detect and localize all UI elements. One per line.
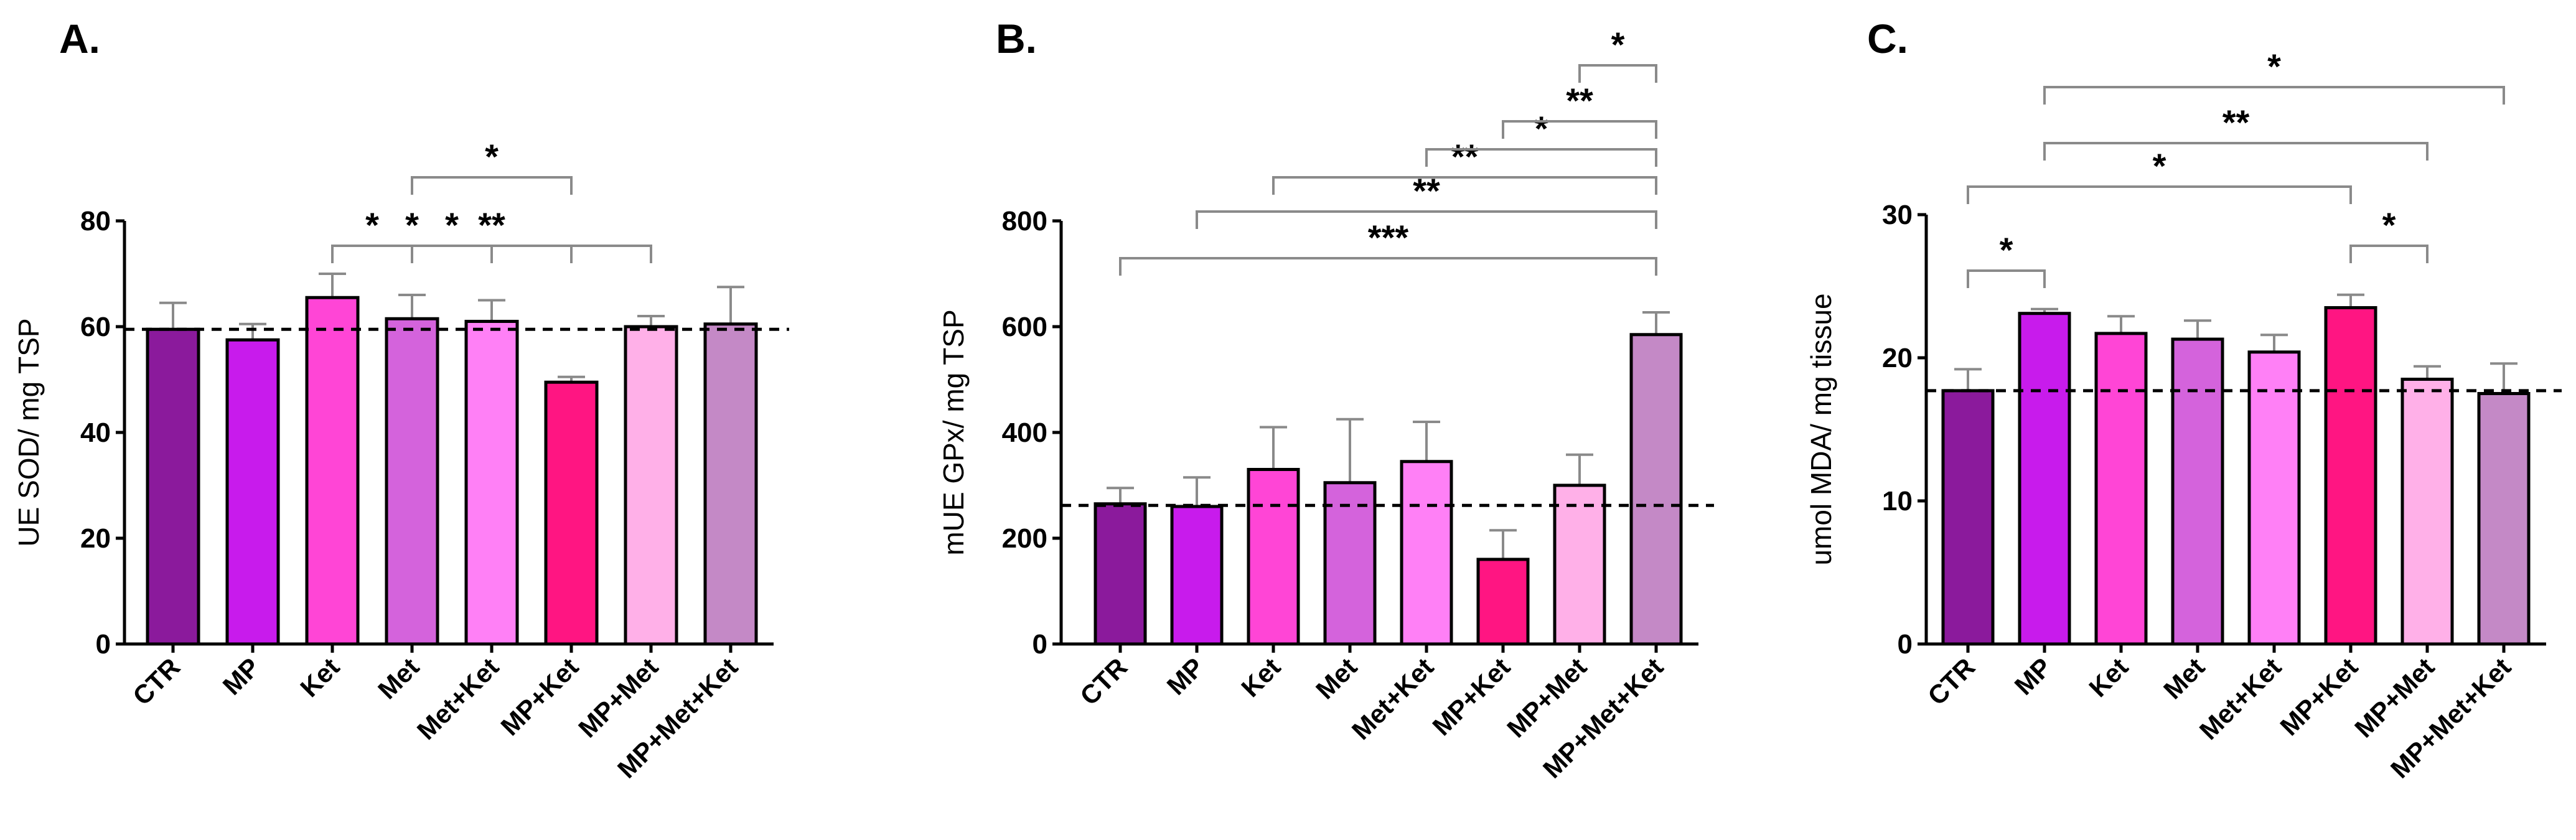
significance-bracket — [411, 176, 573, 195]
significance-bracket — [331, 245, 413, 263]
significance-bracket — [1502, 120, 1657, 139]
significance-stars: * — [2153, 146, 2166, 185]
x-tick-label: Met+Ket — [2194, 652, 2287, 745]
y-tick-label: 800 — [1002, 206, 1047, 236]
panel-b-gpx-chart: B. mUE GPx/ mg TSP 0 200 400 600 800 CTR MP Ket Me… — [937, 16, 1714, 784]
y-tick-label: 400 — [1002, 418, 1047, 448]
x-tick-label: MP+Ket — [2274, 652, 2363, 741]
x-tick-label: Ket — [1235, 652, 1286, 702]
bar — [1170, 505, 1224, 646]
y-tick-label: 30 — [1882, 200, 1913, 230]
bar — [2477, 392, 2531, 646]
bar — [1553, 483, 1606, 646]
x-tick-label: Met — [1310, 652, 1362, 704]
bar — [2247, 350, 2301, 646]
significance-stars: ** — [1451, 137, 1479, 176]
significance-bracket — [2043, 86, 2505, 105]
bar — [225, 338, 280, 646]
x-tick-label: CTR — [127, 652, 185, 711]
significance-bracket — [1967, 269, 2046, 288]
bar — [1941, 389, 1995, 646]
significance-bracket — [1272, 176, 1657, 195]
bar — [1247, 468, 1300, 646]
significance-stars: ** — [478, 205, 505, 245]
y-tick-label: 200 — [1002, 523, 1047, 554]
significance-stars: * — [445, 205, 459, 245]
x-tick-label: MP — [217, 652, 266, 701]
significance-stars: * — [2267, 47, 2281, 86]
y-tick-label: 20 — [1882, 343, 1913, 373]
panel-label: B. — [996, 16, 1037, 62]
significance-bracket — [1119, 257, 1657, 276]
y-tick-label: 60 — [80, 312, 111, 342]
significance-stars: *** — [1368, 218, 1409, 257]
panel-a-sod-chart: A. UE SOD/ mg TSP 0 20 40 60 80 CTR MP Ket MetMet+… — [12, 16, 789, 784]
x-tick-label: Ket — [2083, 652, 2133, 702]
x-tick-label: Met+Ket — [1346, 652, 1440, 745]
bar — [2324, 306, 2377, 646]
x-tick-label: CTR — [1922, 652, 1980, 711]
bar — [464, 320, 519, 646]
bar — [1476, 558, 1530, 646]
significance-bracket — [2349, 245, 2428, 263]
bar — [2171, 337, 2224, 646]
bar — [1094, 502, 1147, 646]
significance-stars: * — [405, 205, 419, 245]
bar — [1629, 333, 1683, 646]
x-tick-label: MP — [2009, 652, 2058, 701]
x-tick-label: MP+Ket — [1426, 652, 1515, 741]
significance-stars: * — [2382, 205, 2396, 245]
significance-stars: ** — [2222, 103, 2250, 142]
x-tick-label: MP+Ket — [495, 652, 584, 741]
significance-stars: * — [1611, 25, 1625, 64]
y-tick-label: 10 — [1882, 486, 1913, 516]
significance-stars: * — [1535, 109, 1548, 148]
bar — [2094, 332, 2148, 646]
significance-bracket — [331, 245, 652, 263]
y-axis-label: UE SOD/ mg TSP — [12, 318, 45, 546]
y-tick-label: 0 — [96, 629, 111, 660]
significance-stars: ** — [1566, 81, 1593, 120]
bar — [703, 322, 758, 646]
bar — [624, 325, 678, 646]
y-tick-label: 80 — [80, 206, 111, 236]
panel-label: A. — [59, 16, 100, 62]
x-tick-label: Met — [2158, 652, 2210, 704]
y-tick-label: 0 — [1033, 629, 1047, 660]
bar — [544, 380, 599, 646]
significance-bracket — [1578, 64, 1657, 83]
significance-stars: * — [365, 205, 379, 245]
bar — [2400, 378, 2454, 646]
x-tick-label: Met+Ket — [411, 652, 505, 745]
y-axis-label: umol MDA/ mg tissue — [1805, 293, 1837, 565]
bar — [146, 327, 200, 646]
y-tick-label: 40 — [80, 418, 111, 448]
x-tick-label: MP — [1161, 652, 1210, 701]
significance-bracket — [1967, 185, 2352, 204]
significance-bracket — [1196, 210, 1657, 229]
y-tick-label: 0 — [1898, 629, 1913, 660]
significance-bracket — [2043, 142, 2428, 161]
x-tick-label: Ket — [294, 652, 345, 702]
significance-stars: * — [485, 137, 499, 176]
y-tick-label: 600 — [1002, 312, 1047, 342]
x-tick-label: CTR — [1074, 652, 1133, 711]
y-tick-label: 20 — [80, 523, 111, 554]
bar — [1400, 460, 1453, 646]
bar — [385, 317, 439, 646]
significance-bracket — [1425, 148, 1657, 167]
bar — [305, 296, 360, 646]
significance-bracket — [331, 245, 573, 263]
panel-label: C. — [1867, 16, 1908, 62]
x-tick-label: Met — [372, 652, 424, 704]
y-axis-label: mUE GPx/ mg TSP — [937, 309, 970, 555]
bar — [2018, 312, 2071, 646]
significance-stars: * — [2000, 230, 2013, 269]
bar — [1323, 481, 1377, 646]
